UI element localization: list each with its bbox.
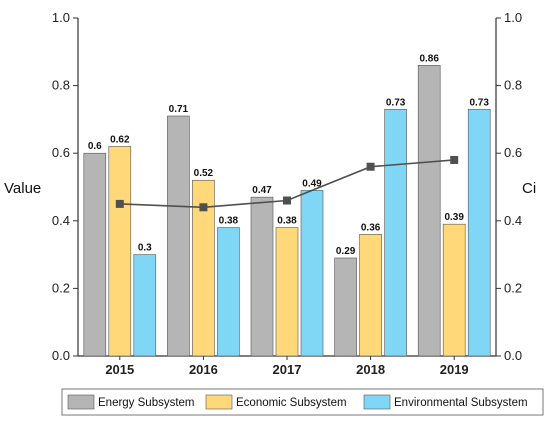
bar-value-label: 0.39 — [444, 212, 464, 223]
left-axis-title: Value — [4, 180, 41, 197]
bar — [133, 254, 157, 357]
x-tick-label: 2018 — [356, 362, 385, 377]
bar — [442, 223, 466, 357]
left-tick-label: 1.0 — [52, 10, 70, 25]
bar — [83, 152, 107, 357]
ci-point — [115, 199, 124, 208]
x-tick-label: 2017 — [273, 362, 302, 377]
bar-value-label: 0.36 — [361, 222, 381, 233]
bar — [250, 196, 274, 357]
ci-point — [199, 203, 208, 212]
bar-value-label: 0.73 — [386, 97, 406, 108]
legend-label: Environmental Subsystem — [394, 397, 528, 409]
legend-swatch — [67, 394, 95, 410]
bar — [217, 227, 240, 357]
bar-value-label: 0.62 — [110, 134, 130, 145]
legend-box — [61, 388, 544, 416]
legend-label: Economic Subsystem — [236, 397, 347, 409]
bar — [167, 115, 190, 357]
bar — [108, 146, 132, 357]
right-axis-title: Ci — [522, 180, 536, 197]
bar — [467, 108, 491, 357]
right-tick-label: 0.8 — [504, 78, 522, 93]
x-tick-label: 2015 — [105, 362, 134, 377]
legend-swatch — [205, 394, 233, 410]
bar-value-label: 0.73 — [469, 97, 489, 108]
bar-value-label: 0.6 — [88, 141, 102, 152]
bar-value-label: 0.71 — [169, 104, 189, 115]
bar — [359, 234, 382, 357]
bar — [417, 65, 441, 357]
right-tick-label: 0.2 — [504, 280, 522, 295]
right-tick-label: 0.0 — [504, 348, 522, 363]
ci-point — [283, 196, 291, 205]
bar-value-label: 0.49 — [302, 178, 322, 189]
legend-label: Energy Subsystem — [98, 397, 195, 409]
bar — [275, 227, 299, 357]
right-tick-label: 1.0 — [504, 10, 522, 25]
ci-point — [366, 162, 375, 171]
x-tick-label: 2016 — [189, 362, 218, 377]
bar-value-label: 0.52 — [194, 168, 214, 179]
bar-value-label: 0.3 — [138, 243, 152, 254]
right-tick-label: 0.4 — [504, 213, 522, 228]
legend-swatch — [363, 394, 391, 410]
bar-value-label: 0.47 — [252, 185, 272, 196]
left-tick-label: 0.4 — [52, 213, 70, 228]
bar — [300, 190, 324, 357]
left-tick-label: 0.2 — [52, 280, 70, 295]
bar — [384, 108, 407, 357]
bar-value-label: 0.86 — [419, 53, 439, 64]
ci-point — [450, 155, 459, 164]
bar-value-label: 0.38 — [219, 216, 239, 227]
left-tick-label: 0.0 — [52, 348, 70, 363]
bar-value-label: 0.29 — [336, 246, 356, 257]
x-tick-label: 2019 — [440, 362, 469, 377]
left-tick-label: 0.8 — [52, 78, 70, 93]
left-tick-label: 0.6 — [52, 145, 70, 160]
bar-value-label: 0.38 — [277, 216, 297, 227]
bar — [334, 257, 357, 357]
right-tick-label: 0.6 — [504, 145, 522, 160]
